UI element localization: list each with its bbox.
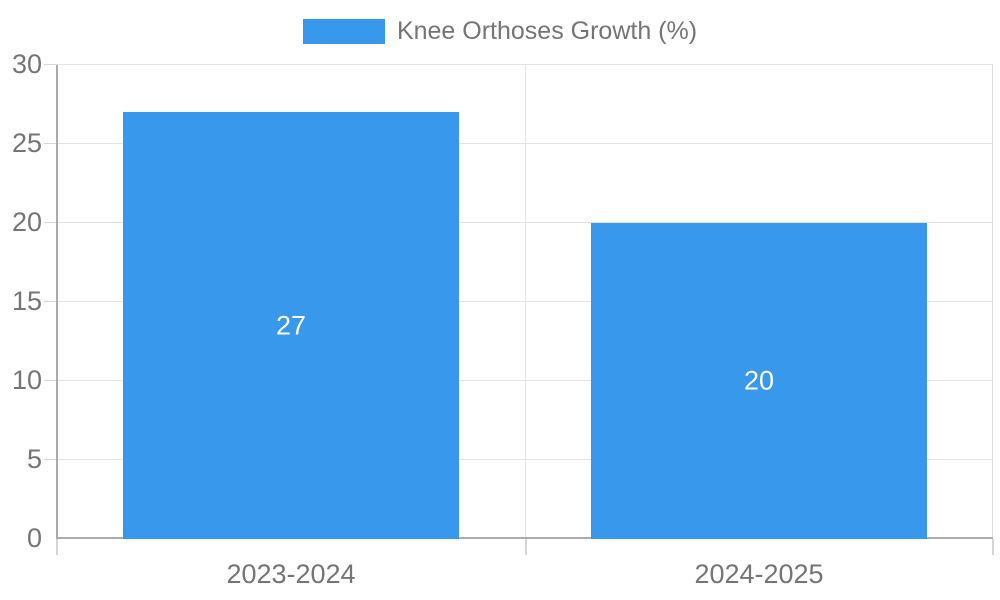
- y-axis-line: [56, 65, 58, 539]
- x-category-label: 2024-2025: [694, 559, 824, 589]
- y-tick-label: 10: [11, 364, 42, 395]
- x-axis-tick: [525, 539, 527, 555]
- x-axis-tick: [992, 539, 994, 555]
- v-gridline: [525, 65, 526, 539]
- y-tick-label: 15: [11, 285, 42, 316]
- h-gridline: [57, 64, 993, 65]
- bar-value-label: 20: [743, 365, 775, 396]
- y-tick-label: 30: [11, 48, 42, 79]
- x-axis-line: [56, 537, 993, 539]
- legend-series-label: Knee Orthoses Growth (%): [396, 17, 698, 45]
- y-axis-tick: [44, 143, 57, 144]
- x-category-label: 2023-2024: [226, 559, 356, 589]
- y-tick-label: 20: [11, 206, 42, 237]
- plot-right-border: [992, 65, 993, 539]
- bar[interactable]: [122, 112, 460, 539]
- y-tick-label: 5: [26, 443, 42, 474]
- y-tick-label: 25: [11, 127, 42, 158]
- y-axis-tick: [44, 64, 57, 65]
- y-axis-tick: [44, 380, 57, 381]
- y-axis-tick: [44, 301, 57, 302]
- y-axis-tick: [44, 222, 57, 223]
- y-axis-tick: [44, 459, 57, 460]
- bar-value-label: 27: [275, 310, 307, 341]
- legend-color-swatch: [302, 19, 385, 44]
- chart-legend[interactable]: Knee Orthoses Growth (%): [0, 17, 1000, 46]
- y-tick-label: 0: [26, 522, 42, 553]
- bar[interactable]: [590, 223, 928, 539]
- x-axis-tick: [56, 539, 58, 555]
